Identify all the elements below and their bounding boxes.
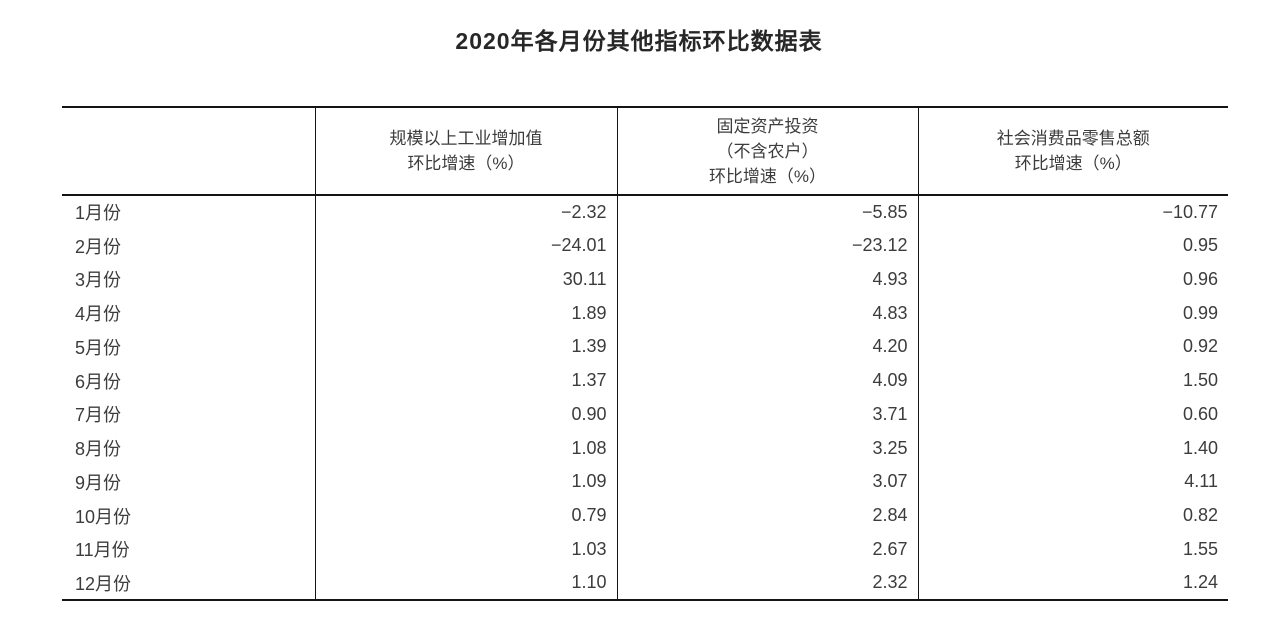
column-header-fixed-asset-investment: 固定资产投资 （不含农户） 环比增速（%） (617, 107, 919, 196)
table-row: 9月份 1.09 3.07 4.11 (62, 465, 1228, 499)
cell-retail: 1.24 (1182, 572, 1218, 593)
row-header-month: 7月份 (62, 397, 316, 432)
cell-retail: 4.11 (1184, 471, 1218, 492)
cell-industrial: 1.39 (315, 330, 618, 364)
table-row: 11月份 1.03 2.67 1.55 (62, 532, 1228, 567)
cell-industrial: 1.89 (315, 296, 618, 330)
cell-retail: 0.95 (1182, 235, 1218, 256)
cell-retail: 0.99 (1182, 302, 1218, 323)
cell-investment: 2.67 (617, 532, 919, 567)
cell-industrial: −24.01 (315, 228, 618, 263)
row-header-month: 10月份 (62, 498, 316, 533)
row-header-month: 12月份 (62, 566, 316, 600)
table-row: 10月份 0.79 2.84 0.82 (62, 498, 1228, 533)
table-row: 1月份 −2.32 −5.85 −10.77 (62, 195, 1228, 229)
table-row: 3月份 30.11 4.93 0.96 (62, 262, 1228, 297)
cell-investment: 2.84 (617, 498, 919, 533)
row-header-month: 8月份 (62, 431, 316, 465)
row-header-month: 6月份 (62, 363, 316, 398)
column-header-month (62, 107, 316, 196)
cell-retail: 0.60 (1182, 403, 1218, 424)
row-header-month: 11月份 (62, 532, 316, 567)
table-row: 5月份 1.39 4.20 0.92 (62, 330, 1228, 364)
cell-industrial: 0.79 (315, 498, 618, 533)
cell-retail: 0.82 (1182, 505, 1218, 526)
cell-industrial: 30.11 (315, 262, 618, 297)
cell-industrial: 0.90 (315, 397, 618, 432)
cell-retail: 1.55 (1182, 538, 1218, 559)
table-row: 4月份 1.89 4.83 0.99 (62, 296, 1228, 330)
row-header-month: 4月份 (62, 296, 316, 330)
table-row: 12月份 1.10 2.32 1.24 (62, 566, 1228, 600)
cell-industrial: 1.08 (315, 431, 618, 465)
column-header-industrial-output: 规模以上工业增加值 环比增速（%） (315, 107, 618, 196)
cell-industrial: 1.10 (315, 566, 618, 600)
cell-industrial: 1.09 (315, 465, 618, 499)
table-row: 7月份 0.90 3.71 0.60 (62, 397, 1228, 432)
cell-retail: 0.92 (1182, 336, 1218, 357)
table-row: 6月份 1.37 4.09 1.50 (62, 363, 1228, 398)
cell-investment: −5.85 (617, 195, 919, 229)
row-header-month: 1月份 (62, 195, 316, 229)
cell-retail: −10.77 (1162, 201, 1218, 222)
column-header-retail-sales: 社会消费品零售总额 环比增速（%） (918, 107, 1228, 196)
cell-investment: 4.20 (617, 330, 919, 364)
cell-investment: 3.25 (617, 431, 919, 465)
table-row: 8月份 1.08 3.25 1.40 (62, 431, 1228, 465)
monthly-indicators-table: 规模以上工业增加值 环比增速（%） 固定资产投资 （不含农户） 环比增速（%） … (62, 106, 1228, 601)
cell-investment: 3.07 (617, 465, 919, 499)
row-header-month: 5月份 (62, 330, 316, 364)
cell-investment: 4.93 (617, 262, 919, 297)
table-header-row: 规模以上工业增加值 环比增速（%） 固定资产投资 （不含农户） 环比增速（%） … (62, 107, 1228, 196)
cell-investment: 4.09 (617, 363, 919, 398)
cell-investment: −23.12 (617, 228, 919, 263)
cell-investment: 3.71 (617, 397, 919, 432)
cell-retail: 1.50 (1182, 370, 1218, 391)
table-row: 2月份 −24.01 −23.12 0.95 (62, 228, 1228, 263)
cell-retail: 1.40 (1182, 437, 1218, 458)
cell-investment: 2.32 (617, 566, 919, 600)
cell-industrial: 1.03 (315, 532, 618, 567)
row-header-month: 9月份 (62, 465, 316, 499)
cell-industrial: −2.32 (315, 195, 618, 229)
row-header-month: 2月份 (62, 228, 316, 263)
page-title: 2020年各月份其他指标环比数据表 (455, 28, 823, 54)
cell-industrial: 1.37 (315, 363, 618, 398)
row-header-month: 3月份 (62, 262, 316, 297)
cell-retail: 0.96 (1182, 268, 1218, 289)
cell-investment: 4.83 (617, 296, 919, 330)
